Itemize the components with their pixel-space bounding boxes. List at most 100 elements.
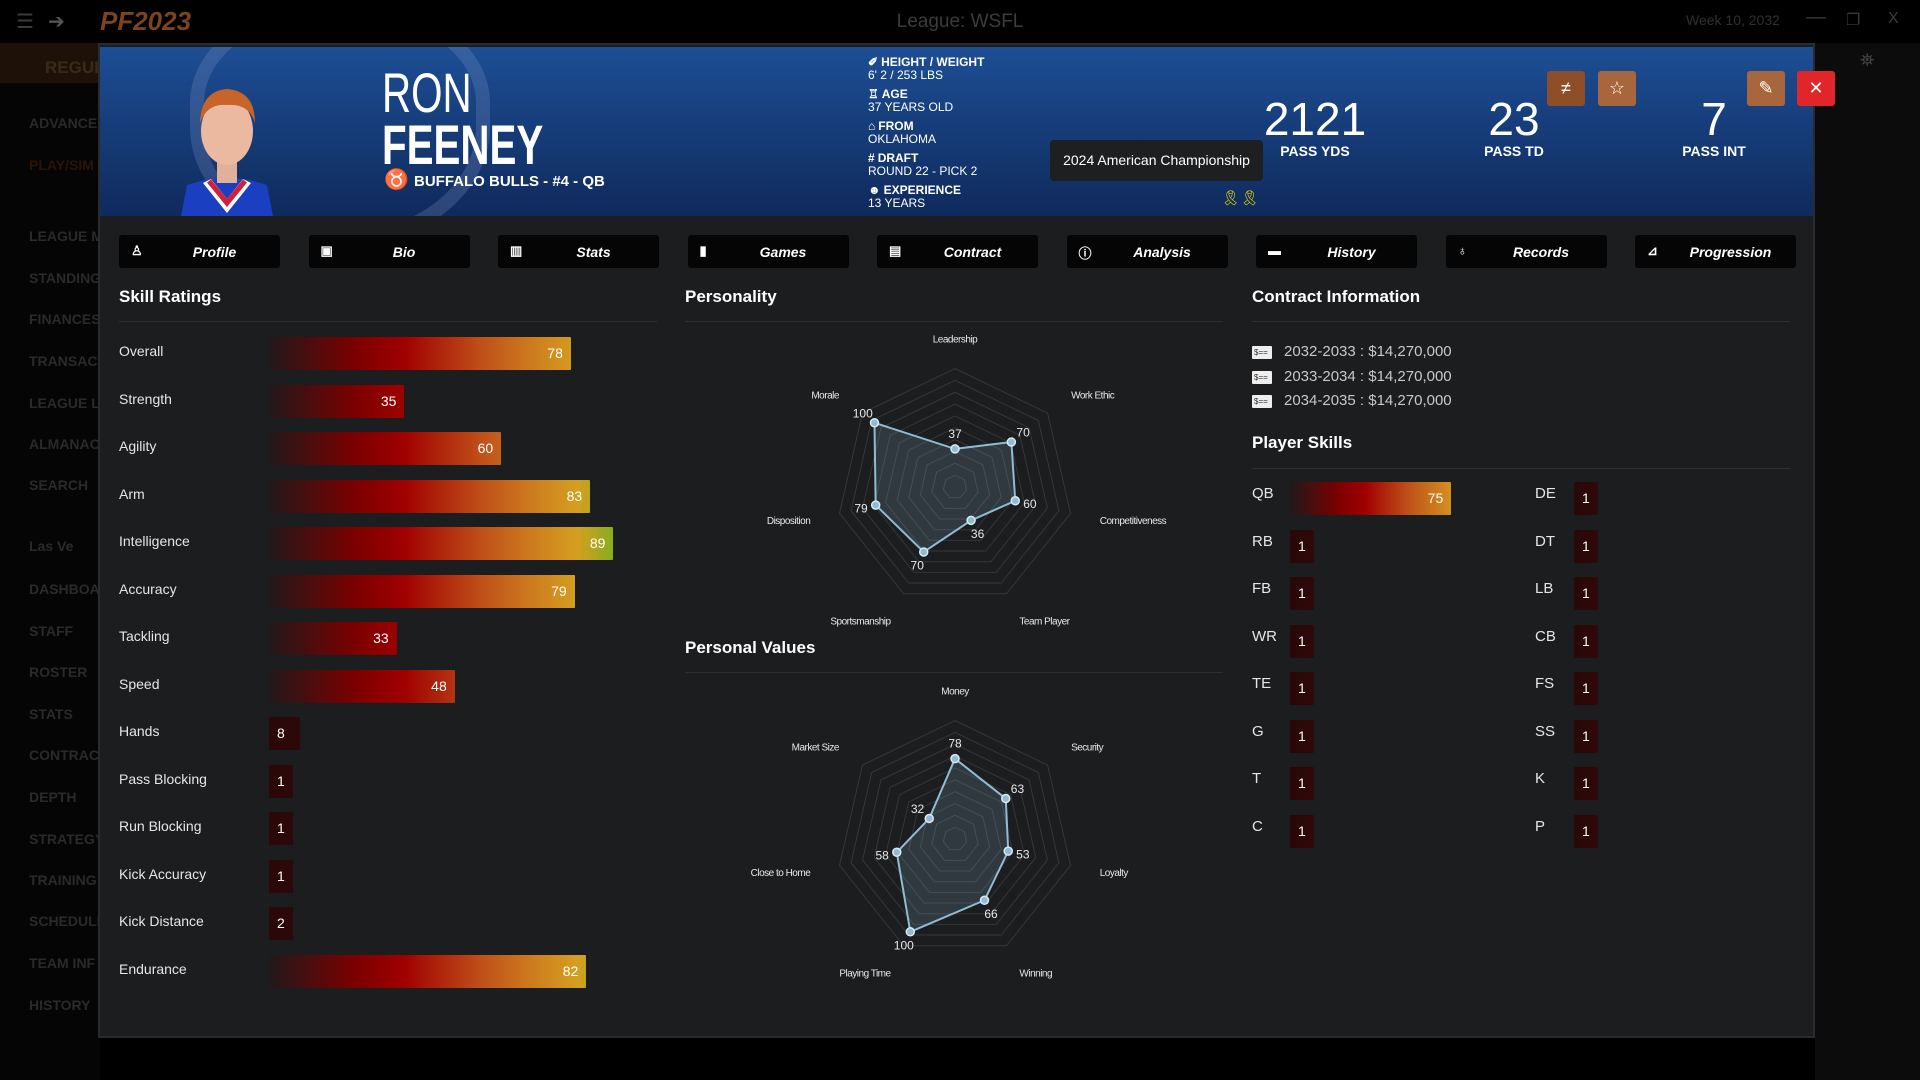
sidebar-item[interactable]: STATS xyxy=(29,706,73,722)
sidebar-item[interactable]: LEAGUE LE xyxy=(29,395,100,411)
radar-value-label: 79 xyxy=(854,501,868,515)
divider xyxy=(1252,321,1790,322)
position-label: T xyxy=(1252,770,1262,787)
position-bar: 1 xyxy=(1574,577,1598,610)
bar-value: 1 xyxy=(1582,632,1590,649)
favorite-button[interactable]: ☆ xyxy=(1598,71,1636,106)
tab-label: Contract xyxy=(943,244,1002,260)
bar-value: 1 xyxy=(1582,727,1590,744)
sidebar-item[interactable]: SCHEDULE xyxy=(29,913,100,929)
sidebar-item[interactable]: TRAINING xyxy=(29,872,97,888)
compare-button[interactable]: ≠ xyxy=(1547,71,1585,106)
edit-button[interactable]: ✎ xyxy=(1747,71,1785,106)
radar-grid-ring xyxy=(862,743,1048,925)
sidebar-item[interactable]: SEARCH xyxy=(29,477,89,493)
award-ribbon-icon[interactable]: 🎗 xyxy=(1221,190,1241,207)
clipboard-icon: ▮ xyxy=(699,243,707,258)
info-label-text: HEIGHT / WEIGHT xyxy=(881,55,985,69)
sidebar-item[interactable]: TRANSACT xyxy=(29,353,100,369)
hamburger-icon[interactable]: ☰ xyxy=(16,11,34,33)
tab-analysis[interactable]: ⓘ Analysis xyxy=(1066,235,1228,268)
radar-value-label: 32 xyxy=(911,802,925,816)
sidebar-item[interactable]: ADVANCE xyxy=(29,115,98,131)
bar-value: 1 xyxy=(1582,585,1590,601)
restore-button[interactable]: ❐ xyxy=(1846,12,1861,29)
skill-label: Run Blocking xyxy=(119,818,202,834)
radar-grid-ring xyxy=(931,814,979,861)
radar-point xyxy=(892,847,902,858)
sidebar-item[interactable]: PLAY/SIM xyxy=(29,157,94,173)
tab-profile[interactable]: ♙ Profile xyxy=(119,235,280,268)
position-bar: 1 xyxy=(1574,719,1598,753)
radar-value-label: 37 xyxy=(948,427,962,441)
position-label: SS xyxy=(1535,722,1556,740)
award-ribbon-icon[interactable]: 🎗 xyxy=(1240,190,1260,207)
position-label: DE xyxy=(1535,485,1556,502)
skill-bar: 60 xyxy=(269,432,502,465)
sidebar-item[interactable]: Las Ve xyxy=(29,538,74,554)
bar-value: 83 xyxy=(566,487,583,504)
radar-value-label: 60 xyxy=(1023,497,1037,511)
position-label: QB xyxy=(1252,485,1274,502)
player-info: ✐ HEIGHT / WEIGHT 6' 2 / 253 LBS ♖ AGE 37 YEA… xyxy=(868,56,984,216)
tab-history[interactable]: ▬ History xyxy=(1256,235,1417,268)
bar-value: 1 xyxy=(277,867,285,884)
bar-value: 1 xyxy=(1298,775,1306,791)
radar-grid-ring xyxy=(908,439,1002,531)
bar-value: 78 xyxy=(547,345,563,361)
sidebar-item[interactable]: ROSTER xyxy=(29,664,88,680)
position-bar: 1 xyxy=(1290,719,1314,753)
sidebar-item[interactable]: HISTORY xyxy=(29,997,91,1013)
position-bar: 1 xyxy=(1574,767,1598,800)
radar-value-label: 58 xyxy=(875,849,889,863)
tab-games[interactable]: ▮ Games xyxy=(687,235,849,268)
close-button[interactable]: ✕ xyxy=(1797,71,1835,106)
radar-grid-ring xyxy=(885,767,1025,904)
sidebar-item[interactable]: TEAM INF xyxy=(29,955,96,971)
sidebar-item[interactable]: ALMANAC xyxy=(29,436,100,452)
bar-value: 1 xyxy=(1582,680,1590,696)
sidebar-item[interactable]: DEPTH xyxy=(29,789,77,805)
sidebar-item[interactable]: FINANCES xyxy=(29,311,100,327)
tab-label: Bio xyxy=(392,244,416,260)
tab-contract[interactable]: ▤ Contract xyxy=(877,235,1038,268)
sidebar-item[interactable]: LEAGUE M xyxy=(29,228,100,244)
position-bar: 1 xyxy=(1290,624,1314,658)
sidebar-item[interactable]: DASHBOA xyxy=(29,581,100,597)
info-label-text: FROM xyxy=(878,119,914,133)
skill-bar: 79 xyxy=(269,574,575,608)
bar-value: 60 xyxy=(477,440,494,456)
sidebar-item[interactable]: CONTRAC xyxy=(29,747,99,763)
sidebar-item[interactable]: STANDING xyxy=(29,270,100,286)
radar-grid-ring xyxy=(931,462,979,509)
bar-value: 35 xyxy=(380,392,397,409)
radar-grid-ring xyxy=(873,403,1037,563)
tab-records[interactable]: ♁ Records xyxy=(1445,235,1607,268)
position-bar: 1 xyxy=(1574,624,1598,658)
tab-bio[interactable]: ▣ Bio xyxy=(308,235,470,268)
radar-axis-label: Playing Time xyxy=(839,969,891,980)
info-label: ☻ EXPERIENCE xyxy=(868,184,984,197)
bar-value: 82 xyxy=(562,962,579,979)
stat-label: PASS YDS xyxy=(1280,143,1350,159)
radar-axis-label: Team Player xyxy=(1019,617,1070,628)
sidebar-item[interactable]: STRATEGY xyxy=(29,831,100,847)
sidebar-item[interactable]: STAFF xyxy=(29,623,74,639)
hash-icon: # xyxy=(868,151,875,165)
radar-point xyxy=(924,813,934,824)
tab-stats[interactable]: ▥ Stats xyxy=(498,235,659,268)
radar-axis-label: Loyalty xyxy=(1100,868,1129,879)
sidebar-item[interactable]: REGUL xyxy=(45,58,100,77)
minimize-button[interactable]: — xyxy=(1806,6,1826,28)
binoculars-icon[interactable]: ⛯ xyxy=(1860,50,1875,70)
top-bar: ☰ ➔ PF2023 League: WSFL Week 10, 2032 — … xyxy=(0,0,1920,43)
window-close-button[interactable]: X xyxy=(1888,10,1899,27)
back-arrow-icon[interactable]: ➔ xyxy=(48,11,65,33)
bar-value: 48 xyxy=(431,677,447,694)
player-modal: RON FEENEY ♉ BUFFALO BULLS - #4 - QB ✐ HE… xyxy=(98,43,1835,1038)
tab-progression[interactable]: ⊿ Progression xyxy=(1635,235,1796,268)
line-chart-icon: ⊿ xyxy=(1647,243,1658,258)
sidebar: REGUL ADVANCE PLAY/SIM LEAGUE M STANDING FINA… xyxy=(0,43,100,1080)
radar-value-label: 63 xyxy=(1011,782,1025,796)
radar-axis-label: Leadership xyxy=(933,335,978,346)
